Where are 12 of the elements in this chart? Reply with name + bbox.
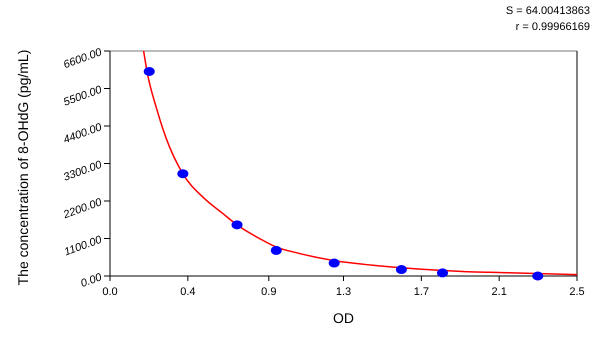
- text: S = 64.00413863: [506, 5, 590, 17]
- x-tick-label: 0.9: [261, 286, 276, 298]
- text: r = 0.99966169: [516, 21, 590, 33]
- x-tick-label: 1.7: [414, 286, 429, 298]
- x-tick-label: 2.5: [569, 286, 585, 298]
- x-tick-label: 2.1: [492, 286, 507, 298]
- x-axis-title: OD: [333, 310, 354, 326]
- y-tick-label: 0.00: [79, 271, 104, 290]
- y-axis-title: The concentration of 8-OHdG (pg/mL): [15, 50, 31, 286]
- x-tick-label: 0.4: [180, 286, 196, 298]
- x-tick-label: 1.3: [336, 286, 352, 298]
- x-tick-label: 0.0: [102, 286, 118, 298]
